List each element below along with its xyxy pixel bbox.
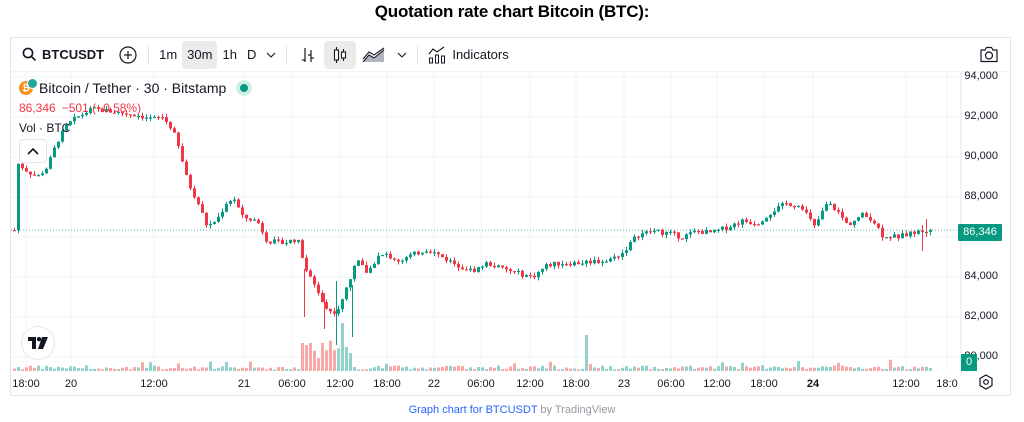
page-title: Quotation rate chart Bitcoin (BTC): <box>374 2 650 21</box>
divider <box>286 44 288 65</box>
chevron-up-icon <box>27 142 39 160</box>
volume-legend: Vol · BTC <box>19 121 71 135</box>
candle-chart-icon <box>332 46 348 64</box>
attribution-text: by TradingView <box>537 404 616 416</box>
candlestick-chart[interactable] <box>11 72 1010 376</box>
chart-settings-button[interactable] <box>978 374 994 395</box>
indicators-button[interactable]: Indicators <box>423 41 513 69</box>
screenshot-button[interactable] <box>974 41 1004 69</box>
symbol-name: BTCUSDT <box>42 47 105 62</box>
price-axis-label: 88,000 <box>964 190 998 202</box>
settings-icon <box>979 374 993 390</box>
interval-label: 1m <box>159 47 178 62</box>
time-axis-label: 24 <box>806 378 820 390</box>
time-axis-label: 22 <box>427 378 441 390</box>
time-axis-label: 21 <box>237 378 251 390</box>
price-axis-label: 90,000 <box>964 150 998 162</box>
time-axis-label: 12:00 <box>326 378 354 390</box>
chevron-down-icon <box>266 52 276 58</box>
bar-chart-button[interactable] <box>292 41 324 69</box>
time-axis-label: 12:00 <box>703 378 731 390</box>
tradingview-widget: BTCUSDT 1m 30m 1h D <box>10 37 1011 396</box>
legend-price: 86,346 <box>19 101 56 115</box>
time-axis-label: 12:00 <box>516 378 544 390</box>
camera-icon <box>979 46 999 63</box>
interval-label: D <box>246 47 257 62</box>
time-axis-label: 18:0 <box>936 378 958 390</box>
search-icon <box>22 47 37 62</box>
interval-1h[interactable]: 1h <box>217 41 241 69</box>
time-axis-label: 20 <box>64 378 78 390</box>
volume-value-tag: 0 <box>961 354 977 371</box>
chart-toolbar: BTCUSDT 1m 30m 1h D <box>11 38 1010 72</box>
tradingview-logo-icon <box>28 337 48 349</box>
chart-type-dropdown-button[interactable] <box>392 41 412 69</box>
chevron-down-icon <box>397 52 407 58</box>
add-symbol-icon <box>118 45 138 65</box>
time-axis-label: 18:00 <box>562 378 590 390</box>
time-axis-label: 06:00 <box>467 378 495 390</box>
price-axis-label: 84,000 <box>964 270 998 282</box>
legend-change: −501 (−0.58%) <box>61 101 142 115</box>
indicators-icon <box>428 46 446 64</box>
interval-label: 1h <box>222 47 237 62</box>
price-axis-label: 92,000 <box>964 110 998 122</box>
interval-30m[interactable]: 30m <box>182 40 218 69</box>
time-axis-label: 18:00 <box>750 378 778 390</box>
time-axis-label: 23 <box>617 378 631 390</box>
collapse-legend-button[interactable] <box>19 139 47 163</box>
current-price-tag: 86,346 <box>958 224 1002 241</box>
price-axis-label: 82,000 <box>964 310 998 322</box>
chart-legend: ₿ Bitcoin / Tether · 30 · Bitstamp 86,34… <box>19 78 253 135</box>
area-chart-icon <box>362 47 386 63</box>
interval-d[interactable]: D <box>242 41 261 69</box>
divider <box>148 44 150 65</box>
time-axis-label: 12:00 <box>892 378 920 390</box>
interval-dropdown-button[interactable] <box>261 41 281 69</box>
time-axis-label: 06:00 <box>278 378 306 390</box>
indicators-label: Indicators <box>452 47 509 62</box>
compare-symbol-button[interactable] <box>113 41 143 69</box>
chart-link[interactable]: Graph chart for BTCUSDT <box>408 404 538 416</box>
time-axis-label: 06:00 <box>657 378 685 390</box>
time-axis-label: 18:00 <box>12 378 40 390</box>
price-axis-label: 94,000 <box>964 70 998 82</box>
market-open-indicator <box>236 80 253 96</box>
interval-label: 30m <box>187 47 213 62</box>
interval-1m[interactable]: 1m <box>154 41 182 69</box>
footer-attribution: Graph chart for BTCUSDT by TradingView <box>0 404 1024 416</box>
divider <box>417 44 419 65</box>
symbol-search-button[interactable]: BTCUSDT <box>17 41 109 69</box>
area-chart-button[interactable] <box>356 41 392 69</box>
legend-title: Bitcoin / Tether · 30 · Bitstamp <box>39 80 227 96</box>
bitcoin-icon: ₿ <box>19 78 38 95</box>
bar-chart-icon <box>300 46 316 64</box>
time-axis-label: 18:00 <box>373 378 401 390</box>
tradingview-logo[interactable] <box>21 326 55 360</box>
candle-chart-button[interactable] <box>324 40 357 69</box>
time-axis-label: 12:00 <box>140 378 168 390</box>
